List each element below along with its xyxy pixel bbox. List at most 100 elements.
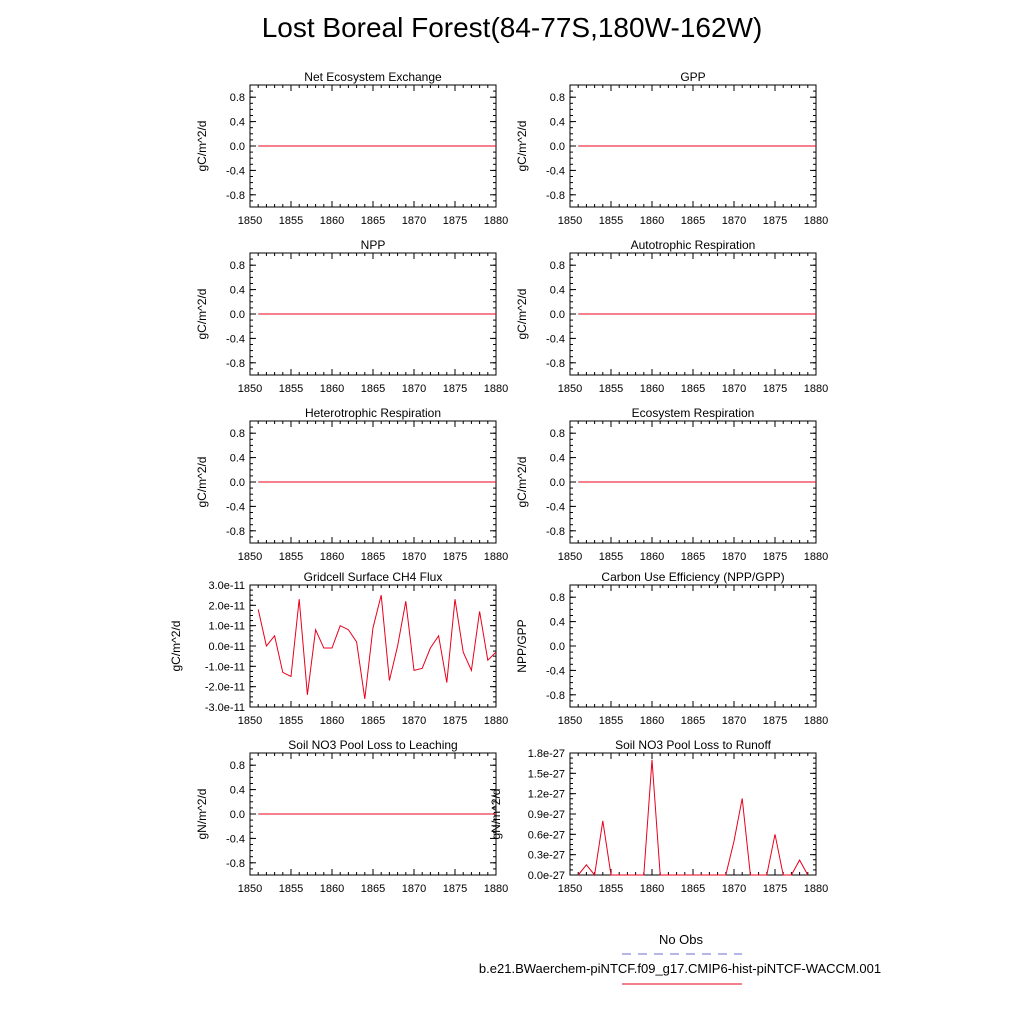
panel-title: Carbon Use Efficiency (NPP/GPP) (601, 570, 784, 584)
x-tick-label: 1855 (279, 215, 303, 227)
panel-title: Autotrophic Respiration (631, 238, 756, 252)
y-tick-label: 0.4 (230, 285, 245, 297)
y-tick-label: 0.4 (550, 617, 565, 629)
y-axis-label: gC/m^2/d (515, 457, 529, 508)
x-tick-label: 1880 (484, 883, 508, 895)
y-tick-label: 3.0e-11 (209, 580, 246, 592)
y-tick-label: 0.0 (230, 809, 245, 821)
chart-panel-9: Soil NO3 Pool Loss to Leaching 1850 1855 18… (195, 738, 508, 895)
x-tick-label: 1860 (640, 215, 664, 227)
y-tick-label: 0.8 (230, 760, 245, 772)
panel-title: NPP (361, 238, 386, 252)
x-tick-label: 1865 (681, 551, 705, 563)
y-tick-label: 0.0 (230, 477, 245, 489)
y-axis-label: gC/m^2/d (515, 121, 529, 172)
x-tick-label: 1880 (804, 883, 828, 895)
y-tick-label: 0.4 (550, 117, 565, 129)
y-tick-label: -0.8 (226, 190, 245, 202)
y-tick-label: -0.4 (546, 501, 565, 513)
x-tick-label: 1860 (640, 383, 664, 395)
y-tick-label: 0.4 (550, 453, 565, 465)
x-tick-label: 1875 (443, 383, 467, 395)
x-tick-label: 1865 (681, 715, 705, 727)
x-tick-label: 1875 (763, 715, 787, 727)
y-tick-label: 0.8 (550, 592, 565, 604)
y-tick-label: 0.3e-27 (528, 850, 565, 862)
y-axis-label: gC/m^2/d (195, 289, 209, 340)
x-tick-label: 1855 (599, 551, 623, 563)
plot-frame (569, 584, 817, 708)
y-axis-label: gC/m^2/d (169, 621, 183, 672)
x-tick-label: 1860 (640, 883, 664, 895)
chart-panel-4: Autotrophic Respiration 1850 1855 1860 1865 1… (515, 238, 828, 395)
x-tick-label: 1850 (558, 883, 582, 895)
x-tick-label: 1870 (722, 551, 746, 563)
x-tick-label: 1855 (279, 383, 303, 395)
x-tick-label: 1865 (361, 715, 385, 727)
y-tick-label: 0.0 (230, 309, 245, 321)
y-tick-label: -0.8 (546, 358, 565, 370)
y-tick-label: -0.8 (226, 858, 245, 870)
x-tick-label: 1880 (804, 551, 828, 563)
x-tick-label: 1880 (804, 215, 828, 227)
x-tick-label: 1880 (804, 383, 828, 395)
legend-header: No Obs (658, 932, 704, 947)
x-tick-label: 1865 (361, 383, 385, 395)
figure-title: Lost Boreal Forest(84-77S,180W-162W) (261, 12, 763, 43)
y-tick-label: 0.8 (550, 260, 565, 272)
chart-panel-5: Heterotrophic Respiration 1850 1855 1860 186… (195, 406, 508, 563)
legend-caption: b.e21.BWaerchem-piNTCF.f09_g17.CMIP6-his… (478, 961, 882, 976)
x-tick-label: 1855 (599, 383, 623, 395)
x-tick-label: 1860 (640, 715, 664, 727)
y-tick-label: 0.0 (550, 141, 565, 153)
y-tick-label: -0.4 (226, 333, 245, 345)
y-axis-label: gC/m^2/d (195, 457, 209, 508)
x-tick-label: 1850 (558, 383, 582, 395)
x-tick-label: 1870 (402, 551, 426, 563)
x-tick-label: 1865 (681, 215, 705, 227)
x-tick-label: 1865 (361, 551, 385, 563)
x-tick-label: 1860 (320, 383, 344, 395)
y-tick-label: -0.8 (226, 526, 245, 538)
y-tick-label: 0.0 (550, 309, 565, 321)
y-tick-label: -0.4 (226, 165, 245, 177)
x-tick-label: 1875 (443, 215, 467, 227)
y-tick-label: 0.9e-27 (528, 809, 565, 821)
x-tick-label: 1850 (238, 883, 262, 895)
x-tick-label: 1870 (722, 715, 746, 727)
x-tick-label: 1880 (484, 551, 508, 563)
y-tick-label: -0.4 (226, 501, 245, 513)
y-axis-label: gC/m^2/d (515, 289, 529, 340)
x-tick-label: 1870 (402, 883, 426, 895)
panel-title: Net Ecosystem Exchange (304, 70, 442, 84)
x-tick-label: 1865 (681, 383, 705, 395)
y-axis-label: gN/m^2/d (489, 789, 503, 840)
x-tick-label: 1875 (763, 383, 787, 395)
panel-title: Heterotrophic Respiration (305, 406, 441, 420)
chart-panel-2: GPP 1850 1855 1860 1865 1870 1875 1880 -0.8 -0.4 0… (515, 70, 828, 227)
y-tick-label: 0.4 (230, 453, 245, 465)
y-tick-label: 0.8 (230, 260, 245, 272)
x-tick-label: 1850 (558, 715, 582, 727)
chart-panel-10: Soil NO3 Pool Loss to Runoff 1850 1855 1860… (489, 738, 828, 895)
x-tick-label: 1870 (722, 383, 746, 395)
x-tick-label: 1850 (238, 715, 262, 727)
y-tick-label: 0.4 (230, 785, 245, 797)
x-tick-label: 1855 (599, 715, 623, 727)
y-tick-label: -3.0e-11 (205, 702, 245, 714)
panel-title: Gridcell Surface CH4 Flux (304, 570, 443, 584)
x-tick-label: 1850 (558, 551, 582, 563)
x-tick-label: 1855 (279, 883, 303, 895)
x-tick-label: 1870 (722, 883, 746, 895)
chart-panel-1: Net Ecosystem Exchange 1850 1855 1860 1865 18… (195, 70, 508, 227)
chart-panel-3: NPP 1850 1855 1860 1865 1870 1875 1880 -0.8 -0.4 0… (195, 238, 508, 395)
y-tick-label: 2.0e-11 (209, 600, 246, 612)
chart-panel-8: Carbon Use Efficiency (NPP/GPP) 1850 1855 1… (515, 570, 828, 727)
y-tick-label: -0.8 (546, 526, 565, 538)
y-axis-label: NPP/GPP (515, 619, 529, 672)
y-tick-label: 0.4 (230, 117, 245, 129)
x-tick-label: 1875 (763, 215, 787, 227)
x-tick-label: 1860 (320, 551, 344, 563)
y-tick-label: 1.2e-27 (528, 789, 565, 801)
x-tick-label: 1870 (402, 383, 426, 395)
